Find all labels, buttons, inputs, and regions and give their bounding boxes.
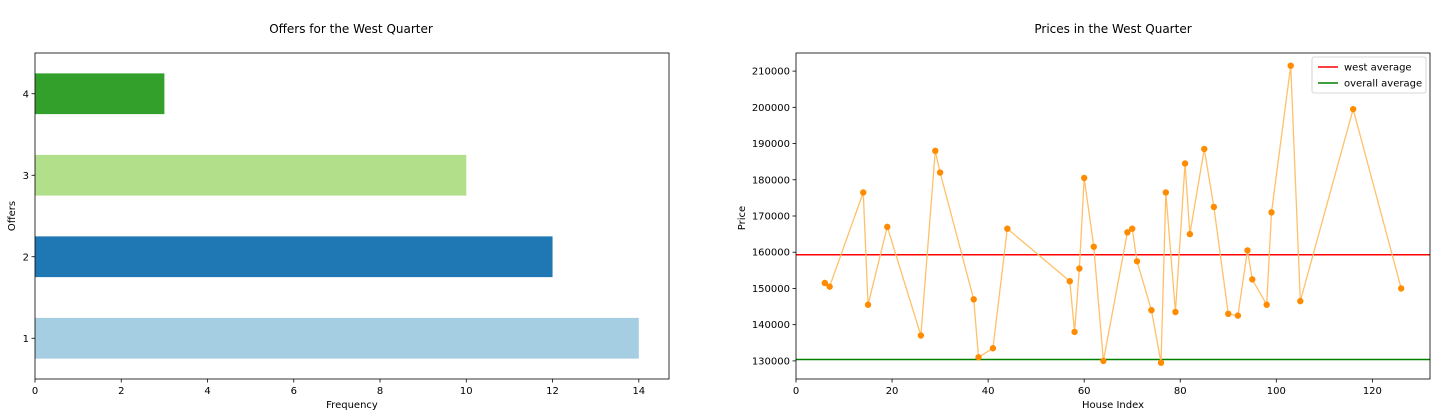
price-point [1133, 258, 1141, 265]
price-point [1201, 145, 1208, 153]
prices-y-tick-label: 140000 [752, 320, 790, 331]
price-point [1349, 105, 1357, 113]
prices-x-tick-label: 40 [982, 386, 995, 397]
price-point [1124, 229, 1131, 236]
price-point [975, 354, 982, 361]
price-point [826, 283, 833, 290]
prices-x-tick-label: 60 [1078, 386, 1091, 397]
price-point [1157, 359, 1165, 366]
prices-y-tick-label: 200000 [752, 103, 790, 114]
price-point [1287, 62, 1294, 69]
price-point [1297, 297, 1304, 305]
prices-legend: west average overall average [1311, 56, 1427, 94]
prices-x-tick-label: 100 [1267, 386, 1286, 397]
offers-x-axis-label: Frequency [326, 400, 378, 411]
price-point [884, 223, 891, 231]
prices-y-tick-label: 180000 [752, 175, 790, 186]
prices-y-tick-label: 150000 [752, 284, 790, 295]
offers-x-tick-label: 10 [460, 386, 473, 397]
prices-x-tick-label: 80 [1174, 386, 1187, 397]
price-point [1397, 285, 1405, 292]
price-point [1100, 357, 1107, 365]
prices-y-tick-label: 130000 [752, 356, 790, 367]
prices-x-axis-label: House Index [1082, 400, 1144, 411]
prices-y-tick-label: 210000 [752, 67, 790, 78]
price-point [1129, 225, 1136, 232]
price-point [970, 296, 977, 303]
price-point [1181, 160, 1189, 167]
price-point [932, 147, 939, 154]
prices-scatter-chart: Prices in the West Quarter 0 20 40 60 80 100 1… [737, 22, 1431, 411]
price-point [1080, 174, 1088, 182]
offers-x-tick-label: 4 [204, 386, 210, 397]
offers-y-axis-label: Offers [7, 201, 18, 231]
price-point [1172, 308, 1179, 316]
price-point [1244, 247, 1251, 254]
offers-bar-4 [35, 73, 165, 115]
offers-bar-chart: Offers for the West Quarter 0 2 4 6 8 10 12 14 … [7, 22, 670, 411]
price-point [1234, 312, 1242, 319]
offers-chart-title: Offers for the West Quarter [269, 22, 433, 36]
price-point [1225, 310, 1232, 317]
legend-label: overall average [1344, 79, 1422, 90]
offers-x-tick-label: 8 [377, 386, 383, 397]
prices-y-tick-label: 160000 [752, 248, 790, 259]
price-point [1210, 203, 1218, 211]
price-point [864, 301, 872, 308]
price-point [860, 189, 867, 196]
prices-connector-line [824, 65, 1402, 363]
prices-x-tick-label: 20 [886, 386, 899, 397]
prices-y-axis-label: Price [737, 206, 748, 230]
offers-y-tick-label: 3 [23, 171, 29, 182]
price-point [1090, 243, 1097, 250]
offers-x-tick-label: 12 [546, 386, 559, 397]
offers-x-tick-label: 0 [32, 386, 38, 397]
legend-label: west average [1344, 63, 1412, 74]
prices-y-tick-label: 190000 [752, 139, 790, 150]
prices-chart-title: Prices in the West Quarter [1034, 22, 1191, 36]
price-point [1148, 306, 1155, 314]
price-point [989, 345, 997, 352]
price-point [1268, 209, 1275, 216]
price-point [1249, 276, 1256, 283]
offers-x-tick-label: 2 [118, 386, 124, 397]
offers-y-tick-label: 4 [23, 89, 29, 100]
price-point [917, 332, 925, 339]
prices-x-tick-label: 0 [793, 386, 799, 397]
price-point [1071, 328, 1078, 336]
price-point [1076, 265, 1083, 272]
offers-x-tick-label: 6 [291, 386, 297, 397]
offers-y-tick-label: 2 [23, 252, 29, 263]
prices-plot-frame [795, 52, 1431, 380]
price-point [1186, 230, 1194, 238]
prices-y-tick-label: 170000 [752, 212, 790, 223]
price-point [1162, 189, 1170, 196]
price-point [1004, 225, 1011, 232]
offers-x-tick-label: 14 [632, 386, 645, 397]
offers-plot-frame [34, 52, 670, 380]
price-point [936, 169, 944, 176]
price-point [821, 279, 829, 287]
offers-bar-3 [35, 154, 467, 196]
offers-bar-1 [35, 317, 639, 359]
price-point [1066, 278, 1073, 285]
offers-bar-2 [35, 236, 553, 278]
offers-y-tick-label: 1 [23, 334, 29, 345]
legend-box [1311, 56, 1427, 94]
prices-x-tick-label: 120 [1363, 386, 1382, 397]
price-point [1263, 301, 1270, 308]
